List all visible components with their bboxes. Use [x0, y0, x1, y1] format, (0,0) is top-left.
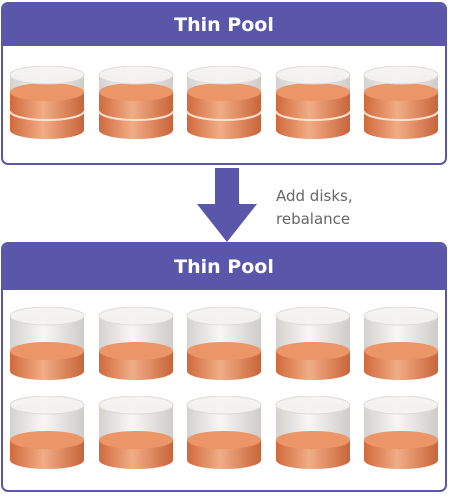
disk-rebalanced: [275, 396, 351, 470]
down-arrow-icon: [197, 168, 257, 242]
disk-rebalanced: [98, 307, 174, 381]
disk-rebalanced: [275, 307, 351, 381]
disk-full: [98, 66, 174, 140]
pool-title: Thin Pool: [3, 4, 445, 46]
disk-rebalanced: [186, 396, 262, 470]
disk-rebalanced: [9, 396, 85, 470]
disk-rebalanced: [363, 307, 439, 381]
disk-rebalanced: [186, 307, 262, 381]
thin-pool-before: Thin Pool: [1, 2, 447, 165]
caption-line-1: Add disks,: [276, 187, 353, 205]
transition-caption: Add disks, rebalance: [276, 185, 353, 231]
disk-full: [363, 66, 439, 140]
disk-rebalanced: [9, 307, 85, 381]
disk-full: [186, 66, 262, 140]
caption-line-2: rebalance: [276, 210, 351, 228]
thin-pool-after: Thin Pool: [1, 242, 447, 492]
disk-full: [9, 66, 85, 140]
pool-title: Thin Pool: [3, 244, 445, 290]
disk-rebalanced: [363, 396, 439, 470]
disk-full: [275, 66, 351, 140]
disk-rebalanced: [98, 396, 174, 470]
